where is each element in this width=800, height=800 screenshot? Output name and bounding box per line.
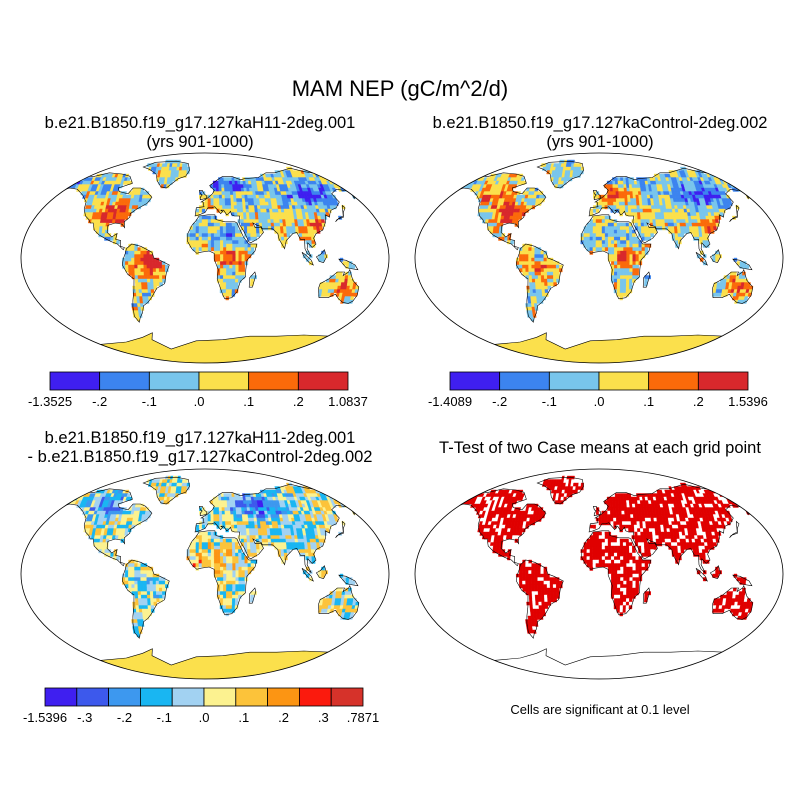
colorbar-tick-label: .2 <box>293 394 304 409</box>
panel3-title-line1: b.e21.B1850.f19_g17.127kaH11-2deg.001 <box>44 429 356 447</box>
panel2-title-line2: (yrs 901-1000) <box>546 133 654 151</box>
colorbar-tick-label: -1.3525 <box>28 394 72 409</box>
colorbar-tick-label: .7871 <box>347 710 380 725</box>
colorbar-swatch <box>648 371 699 391</box>
colorbar-tick-label: -.1 <box>142 394 157 409</box>
colorbar-swatch <box>76 687 110 707</box>
main-title: MAM NEP (gC/m^2/d) <box>291 76 509 101</box>
colorbar-tick-label: -.1 <box>157 710 172 725</box>
colorbar-swatch <box>171 687 205 707</box>
colorbar-swatch <box>548 371 600 391</box>
colorbar-swatch <box>108 687 141 707</box>
colorbar-swatch <box>298 687 332 707</box>
colorbar-tick-label: 1.0837 <box>328 394 368 409</box>
colorbar-swatch <box>203 687 237 707</box>
significance-note: Cells are significant at 0.1 level <box>510 702 690 717</box>
colorbar-tick-label: -.2 <box>92 394 107 409</box>
colorbar-tick-label: .2 <box>693 394 704 409</box>
colorbar-swatch <box>248 371 299 391</box>
colorbar-tick-label: -1.4089 <box>428 394 472 409</box>
colorbar-tick-label: .0 <box>199 710 210 725</box>
colorbar-tick-label: .0 <box>194 394 205 409</box>
colorbar-tick-label: -1.5396 <box>23 710 67 725</box>
panel4-title: T-Test of two Case means at each grid po… <box>439 439 761 457</box>
difference-colorbar: -1.5396 -.3 -.2 -.1 .0 .1 .2 .3 .7871 <box>23 687 380 725</box>
panel3-title-line2: - b.e21.B1850.f19_g17.127kaControl-2deg.… <box>27 448 373 466</box>
colorbar-swatch <box>235 687 269 707</box>
colorbar-tick-label: .0 <box>594 394 605 409</box>
colorbar-tick-label: -.3 <box>77 710 92 725</box>
colorbar-swatch <box>139 687 173 707</box>
case2-nep-map <box>414 152 784 364</box>
case1-colorbar: -1.3525 -.2 -.1 .0 .1 .2 1.0837 <box>28 371 368 409</box>
colorbar-swatch <box>297 371 349 391</box>
colorbar-swatch <box>148 371 200 391</box>
difference-nep-map <box>20 468 390 680</box>
case1-nep-map <box>20 152 390 364</box>
panel1-title-line1: b.e21.B1850.f19_g17.127kaH11-2deg.001 <box>44 114 356 132</box>
colorbar-swatch <box>198 371 250 391</box>
colorbar-swatch <box>598 371 650 391</box>
colorbar-tick-label: .1 <box>643 394 654 409</box>
case2-colorbar: -1.4089 -.2 -.1 .0 .1 .2 1.5396 <box>428 371 768 409</box>
colorbar-tick-label: -.2 <box>492 394 507 409</box>
colorbar-swatch <box>449 371 501 391</box>
colorbar-tick-label: .1 <box>243 394 254 409</box>
colorbar-tick-label: -.2 <box>117 710 132 725</box>
ttest-significance-map <box>414 468 784 680</box>
colorbar-swatch <box>267 687 300 707</box>
panel2-title-line1: b.e21.B1850.f19_g17.127kaControl-2deg.00… <box>432 114 768 132</box>
colorbar-tick-label: .2 <box>278 710 289 725</box>
colorbar-swatch <box>697 371 749 391</box>
colorbar-swatch <box>499 371 550 391</box>
colorbar-swatch <box>99 371 150 391</box>
colorbar-swatch <box>330 687 364 707</box>
colorbar-swatch <box>44 687 78 707</box>
colorbar-tick-label: .3 <box>318 710 329 725</box>
colorbar-tick-label: 1.5396 <box>728 394 768 409</box>
colorbar-tick-label: .1 <box>238 710 249 725</box>
colorbar-swatch <box>49 371 101 391</box>
colorbar-tick-label: -.1 <box>542 394 557 409</box>
panel1-title-line2: (yrs 901-1000) <box>146 133 254 151</box>
